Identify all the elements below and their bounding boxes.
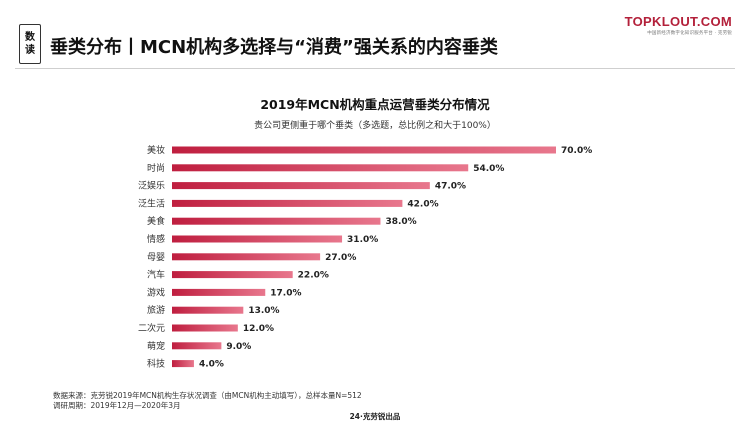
bar xyxy=(172,306,244,314)
brand-tagline: 中国新经济数字化知识服务平台 · 克劳锐 xyxy=(647,31,732,36)
value-label: 38.0% xyxy=(385,217,416,227)
bar xyxy=(172,217,381,225)
footer-note: 数据来源：克劳锐2019年MCN机构生存状况调查（由MCN机构主动填写），总样本… xyxy=(53,391,362,411)
category-label: 游戏 xyxy=(147,286,165,298)
value-label: 12.0% xyxy=(243,324,274,334)
category-label: 科技 xyxy=(147,358,165,370)
value-label: 4.0% xyxy=(199,360,224,370)
bar xyxy=(172,182,430,190)
category-label: 美食 xyxy=(147,215,165,227)
page-headline: 垂类分布丨MCN机构多选择与“消费”强关系的内容垂类 xyxy=(50,37,498,58)
value-label: 9.0% xyxy=(226,342,251,352)
bar xyxy=(172,253,321,261)
category-label: 二次元 xyxy=(138,322,165,334)
bars-group: 美妆 70.0% 时尚 54.0% 泛娱乐 47.0% 泛生活 42.0% 美食 38.0% 情感 3… xyxy=(138,144,592,370)
section-badge: 数 读 xyxy=(19,24,41,64)
value-label: 22.0% xyxy=(298,271,329,281)
value-label: 42.0% xyxy=(407,199,438,209)
category-label: 时尚 xyxy=(147,162,165,174)
category-label: 泛生活 xyxy=(138,197,165,209)
badge-char: 数 xyxy=(25,32,35,43)
bar xyxy=(172,146,556,154)
category-label: 泛娱乐 xyxy=(138,180,165,192)
category-label: 萌宠 xyxy=(147,340,165,352)
chart-subtitle: 贵公司更侧重于哪个垂类（多选题，总比例之和大于100%） xyxy=(254,121,496,131)
bar xyxy=(172,360,194,368)
category-label: 旅游 xyxy=(147,304,165,316)
value-label: 13.0% xyxy=(248,306,279,316)
bar xyxy=(172,164,469,172)
chart-title: 2019年MCN机构重点运营垂类分布情况 xyxy=(260,97,490,112)
brand-name: TOPKLOUT.COM xyxy=(624,14,732,29)
bar xyxy=(172,271,293,279)
bar xyxy=(172,235,343,243)
page-label: 24·克劳锐出品 xyxy=(349,412,401,421)
brand-logo: TOPKLOUT.COM 中国新经济数字化知识服务平台 · 克劳锐 xyxy=(625,14,732,36)
value-label: 47.0% xyxy=(435,182,466,192)
category-label: 汽车 xyxy=(147,269,165,281)
bar xyxy=(172,199,403,207)
category-label: 美妆 xyxy=(147,144,165,156)
bar xyxy=(172,342,222,350)
category-label: 情感 xyxy=(147,233,165,245)
value-label: 27.0% xyxy=(325,253,356,263)
value-label: 17.0% xyxy=(270,288,301,298)
survey-period: 调研周期：2019年12月—2020年3月 xyxy=(53,401,181,410)
bar xyxy=(172,288,266,296)
bar xyxy=(172,324,238,332)
value-label: 31.0% xyxy=(347,235,378,245)
value-label: 70.0% xyxy=(561,146,592,156)
header-divider xyxy=(15,68,735,69)
badge-char: 读 xyxy=(25,45,35,56)
value-label: 54.0% xyxy=(473,164,504,174)
category-label: 母婴 xyxy=(147,252,165,263)
data-source: 数据来源：克劳锐2019年MCN机构生存状况调查（由MCN机构主动填写），总样本… xyxy=(53,391,362,400)
